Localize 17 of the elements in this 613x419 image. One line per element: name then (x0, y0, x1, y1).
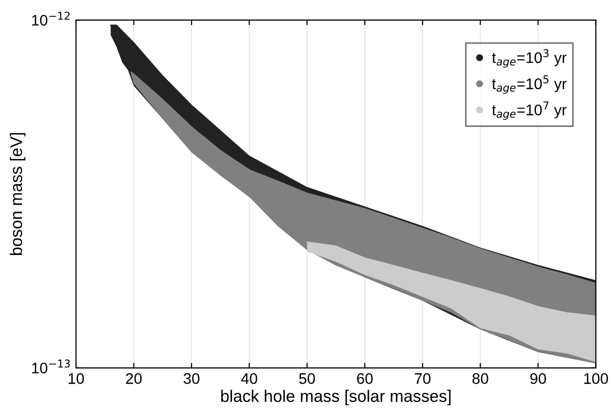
x-tick-label: 90 (530, 373, 546, 384)
x-tick-label: 40 (241, 373, 258, 384)
x-tick-label: 50 (299, 373, 315, 384)
x-tick-label: 10 (68, 373, 84, 384)
y-tick-label: 10$^{−13}$ (32, 360, 70, 374)
legend-label: t$_{age}$=10$^{5}$ yr (492, 75, 567, 94)
x-tick-label: 20 (126, 373, 142, 384)
x-tick-label: 80 (472, 373, 488, 384)
x-tick-label: 70 (414, 373, 430, 384)
x-tick-label: 30 (184, 373, 200, 384)
x-axis-title: black hole mass [solar masses] (221, 390, 451, 406)
legend-label: t$_{age}$=10$^{7}$ yr (492, 102, 567, 120)
x-tick-label: 60 (357, 373, 373, 384)
x-tick-label: 100 (584, 373, 608, 384)
legend-label: t$_{age}$=10$^{3}$ yr (492, 49, 567, 68)
y-axis-title: boson mass [eV] (10, 133, 26, 255)
y-tick-label: 10$^{−12}$ (32, 12, 70, 26)
